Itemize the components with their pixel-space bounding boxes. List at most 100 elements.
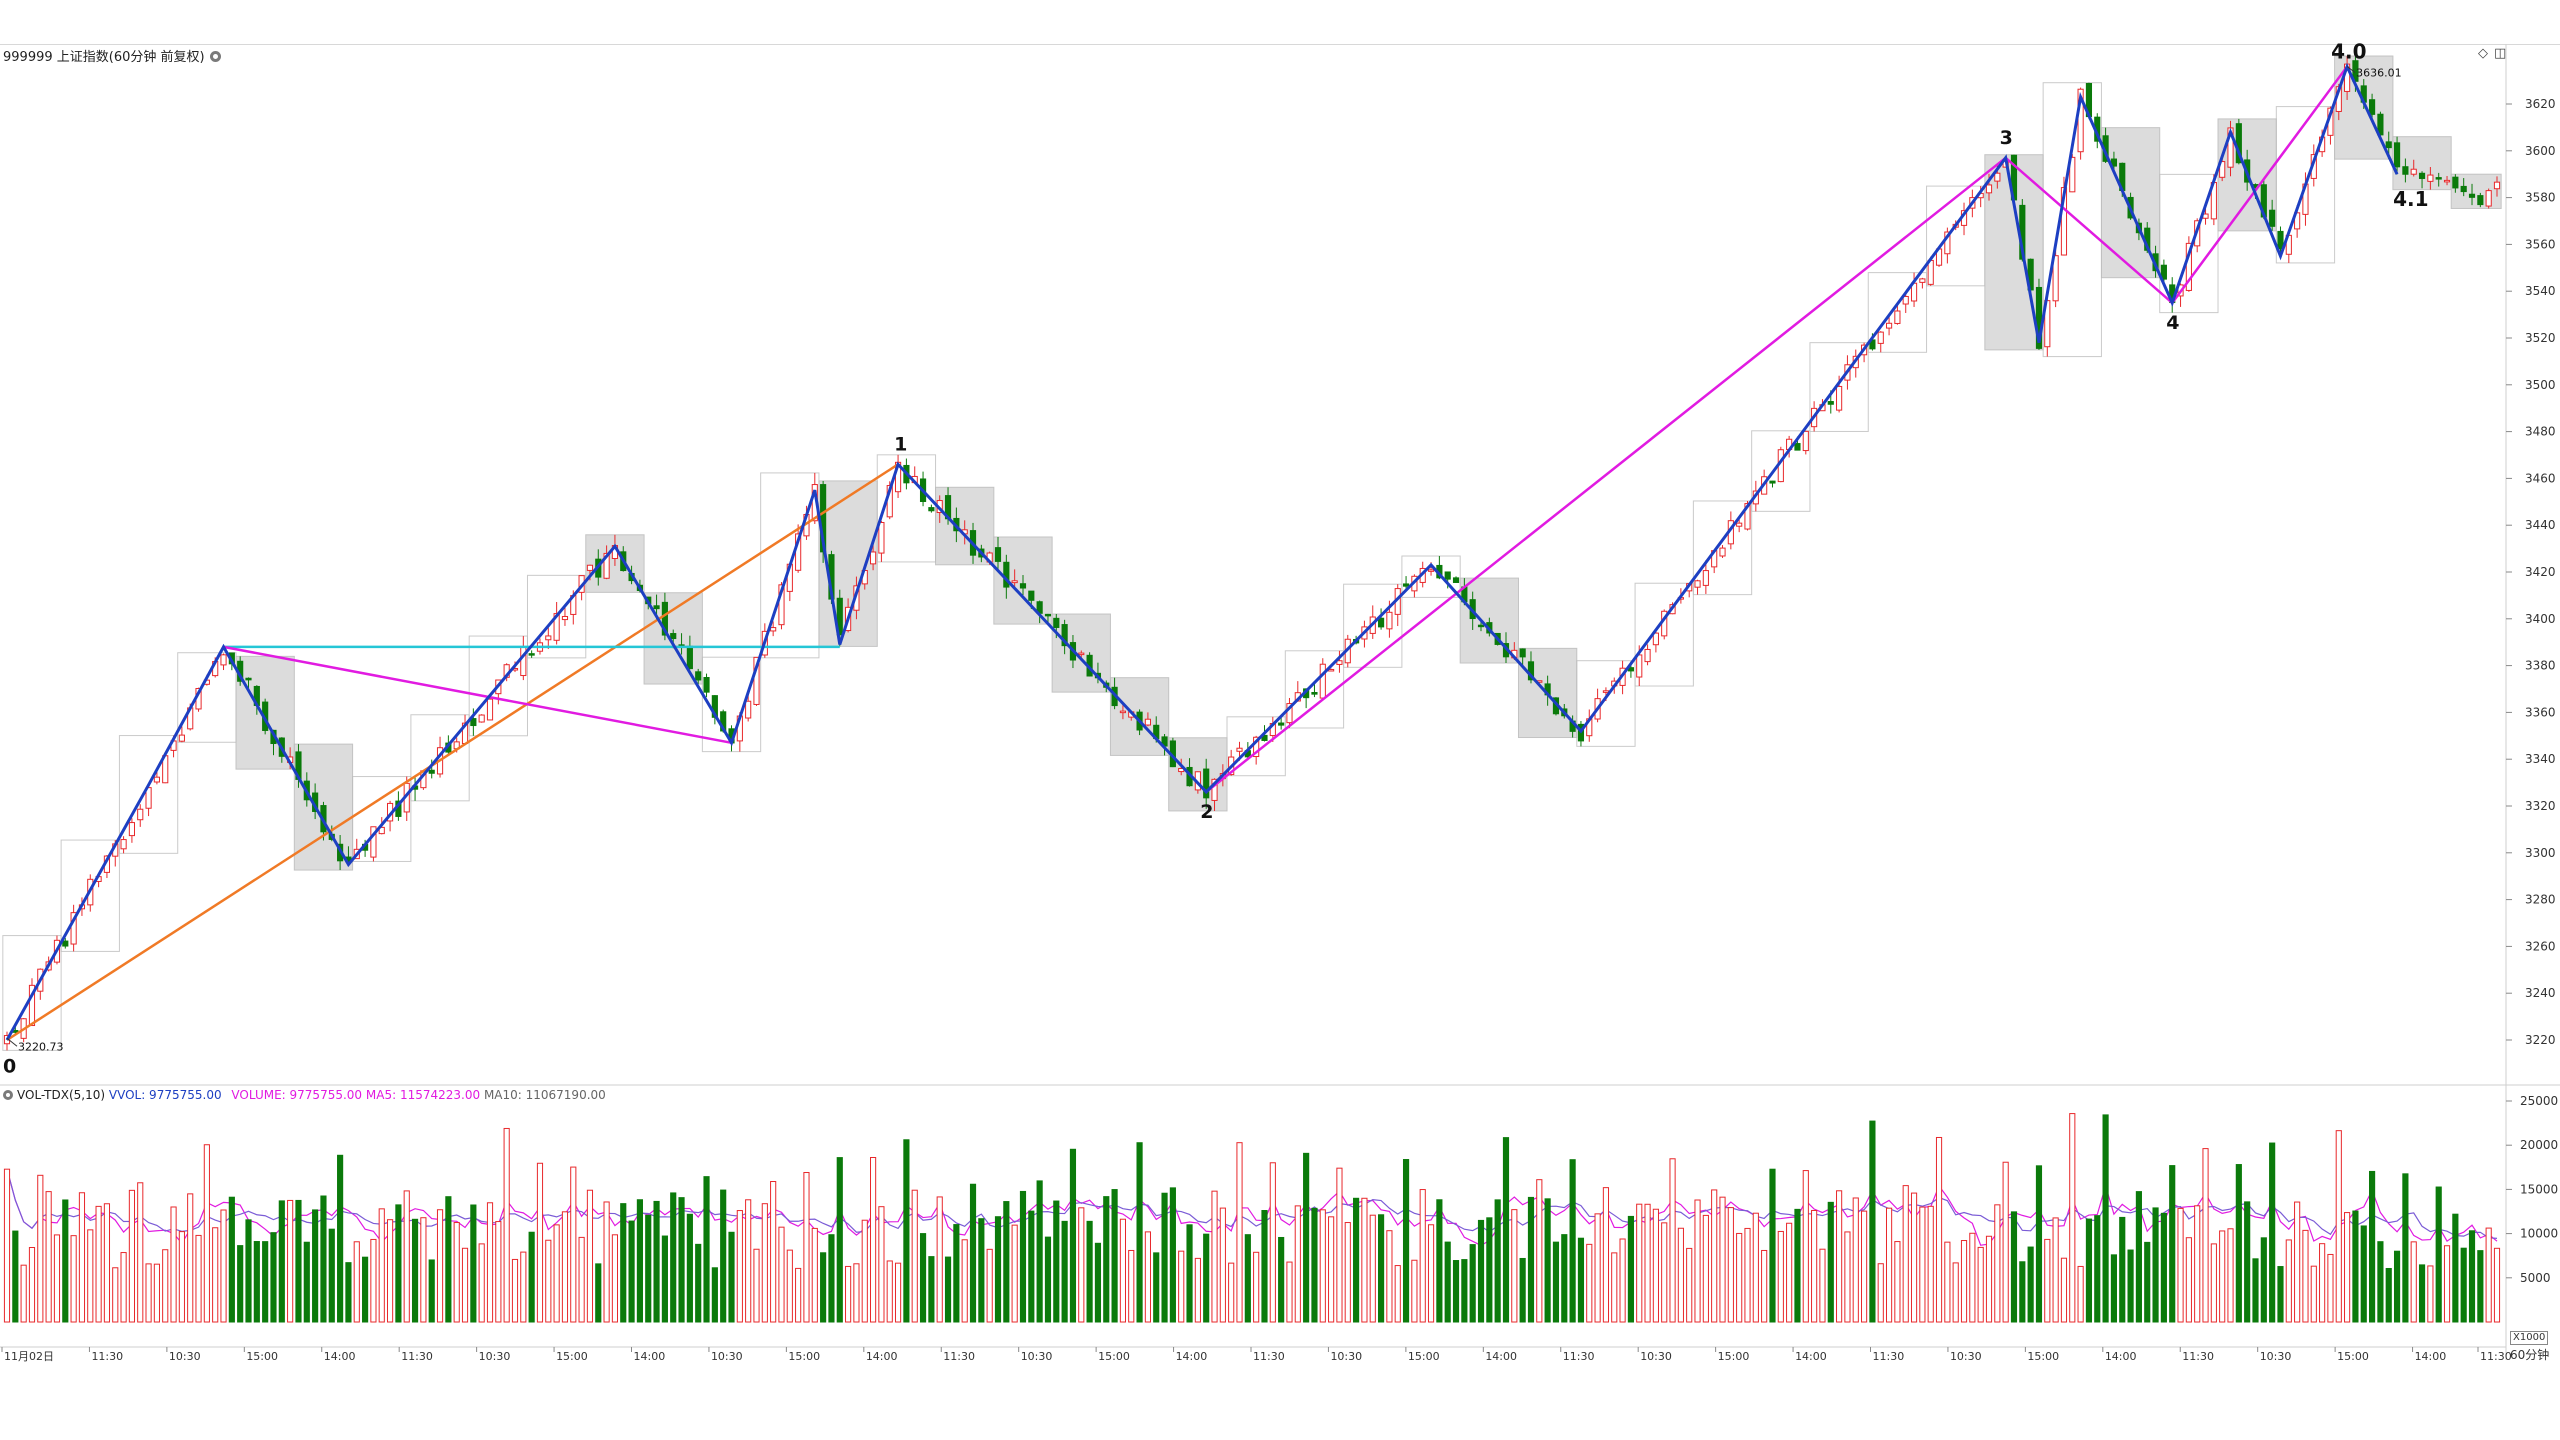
volume-bar-down <box>1244 1234 1251 1323</box>
candle-up <box>545 635 552 641</box>
volume-indicator-title: VOL-TDX(5,10) VVOL: 9775755.00 VOLUME: 9… <box>3 1088 606 1102</box>
volume-bar-up <box>936 1196 943 1323</box>
candle-down <box>1061 624 1068 647</box>
volume-bar-up <box>1411 1259 1418 1323</box>
time-tick-label: 14:00 <box>2415 1350 2447 1363</box>
candle-down <box>1519 648 1526 658</box>
candle-up <box>1944 231 1951 255</box>
volume-bar-down <box>2169 1165 2176 1323</box>
candle-down <box>836 597 843 636</box>
volume-bar-up <box>145 1263 152 1323</box>
diamond-icon[interactable]: ◇ <box>2478 46 2488 61</box>
volume-bar-down <box>686 1213 693 1323</box>
volume-bar-down <box>1477 1219 1485 1323</box>
volume-bar-up <box>87 1229 94 1323</box>
candle-up <box>28 984 36 1027</box>
candle-up <box>153 776 160 783</box>
volume-bar-down <box>1111 1189 1118 1323</box>
volume-bar-down <box>237 1245 244 1323</box>
volume-bar-up <box>1786 1222 1793 1323</box>
volume-bar-up <box>2227 1228 2234 1323</box>
volume-bar-up <box>45 1191 52 1323</box>
consolidation-boxes <box>2 55 2502 1051</box>
candle-up <box>1253 736 1260 758</box>
wave-label: 4.0 <box>2331 40 2366 64</box>
candle-down <box>2452 176 2459 189</box>
candle-up <box>1694 580 1701 588</box>
price-tick-label: 3340 <box>2525 752 2556 766</box>
candle-up <box>370 826 377 858</box>
price-tick-label: 3220 <box>2525 1033 2556 1047</box>
volume-bar-up <box>2335 1130 2342 1323</box>
volume-bar-down <box>2235 1164 2242 1323</box>
wave-label: 2 <box>1200 801 1213 823</box>
candle-down <box>1311 691 1318 695</box>
candle-down <box>653 605 660 610</box>
candle-up <box>878 521 885 554</box>
volume-bar-up <box>2485 1227 2492 1323</box>
volume-bar-down <box>1028 1210 1035 1323</box>
volume-bar-up <box>761 1203 768 1323</box>
chart-title: 999999 上证指数(60分钟 前复权) <box>3 46 221 65</box>
candle-down <box>1769 480 1776 484</box>
time-tick-label: 10:30 <box>1021 1350 1053 1363</box>
gear-icon[interactable] <box>209 51 221 62</box>
candle-down <box>2418 172 2426 179</box>
ma10-value: MA10: 11067190.00 <box>483 1088 606 1102</box>
consolidation-box <box>2450 173 2502 209</box>
volume-bar-down <box>2360 1225 2367 1323</box>
volume-bar-up <box>1819 1248 1826 1323</box>
volume-bar-up <box>3 1168 11 1323</box>
candle-down <box>2277 230 2284 250</box>
candle-down <box>1044 613 1052 617</box>
candle-up <box>2443 179 2451 183</box>
panel-toggle-icon[interactable]: ◫ <box>2494 46 2507 61</box>
volume-bar-down <box>528 1231 535 1323</box>
candle-up <box>1802 430 1809 452</box>
volume-bar-up <box>1894 1241 1901 1323</box>
volume-bar-up <box>1361 1197 1368 1323</box>
volume-bar-up <box>1394 1265 1401 1323</box>
volume-bar-up <box>1811 1209 1818 1323</box>
volume-bar-up <box>420 1217 427 1323</box>
volume-bar-down <box>1544 1198 1551 1323</box>
volume-bar-down <box>2152 1207 2159 1323</box>
volume-bar-down <box>1794 1208 1801 1323</box>
volume-bar-up <box>1236 1142 1243 1323</box>
volume-bar-down <box>645 1214 652 1323</box>
volume-bar-up <box>128 1189 135 1323</box>
candle-up <box>753 656 760 705</box>
candle-down <box>245 677 252 681</box>
volume-bar-up <box>1652 1208 1659 1323</box>
time-tick-label: 10:30 <box>169 1350 201 1363</box>
volume-bar-down <box>978 1218 985 1323</box>
volume-bar-up <box>1194 1257 1201 1323</box>
consolidation-box <box>352 776 412 862</box>
volume-bar-up <box>1419 1189 1426 1323</box>
volume-bar-down <box>362 1256 369 1323</box>
consolidation-box <box>1634 582 1694 687</box>
price-axis: 3220 3240 3260 3280 3300 3320 3340 3360 3380 3400… <box>2506 97 2556 1047</box>
volume-bar-up <box>986 1248 993 1323</box>
consolidation-box <box>118 735 179 854</box>
volume-bar-up <box>2185 1237 2192 1323</box>
gear-icon[interactable] <box>3 1090 13 1100</box>
volume-bar-up <box>1636 1203 1643 1323</box>
ma5-value: MA5: 11574223.00 <box>365 1088 481 1102</box>
volume-bar-up <box>870 1156 877 1323</box>
time-tick-label: 15:00 <box>2337 1350 2369 1363</box>
volume-bar-down <box>661 1235 668 1323</box>
volume-bar-down <box>994 1216 1002 1323</box>
volume-bar-up <box>1386 1230 1393 1323</box>
candle-down <box>686 645 693 670</box>
volume-bar-up <box>1319 1209 1326 1323</box>
volume-bar-up <box>1661 1222 1668 1323</box>
volume-bar-up <box>1802 1170 1809 1323</box>
candle-up <box>1744 503 1751 530</box>
volume-bar-up <box>2002 1161 2009 1323</box>
volume-bar-up <box>37 1174 44 1323</box>
volume-bar-up <box>1885 1207 1893 1323</box>
volume-bar-down <box>1519 1257 1526 1323</box>
volume-bar-down <box>919 1233 927 1323</box>
